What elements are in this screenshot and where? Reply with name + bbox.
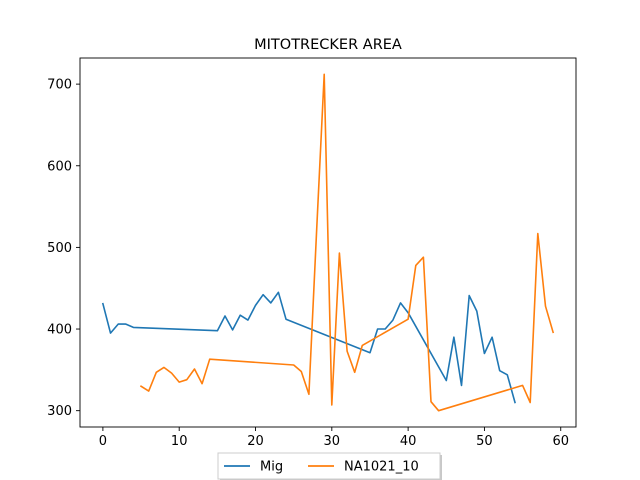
x-tick-label: 60 xyxy=(552,434,569,449)
axes-frame xyxy=(79,57,577,428)
y-tick-label: 700 xyxy=(47,78,72,93)
x-tick-label: 40 xyxy=(400,434,417,449)
x-tick-label: 20 xyxy=(247,434,264,449)
y-tick-label: 300 xyxy=(47,404,72,419)
y-tick-label: 500 xyxy=(47,241,72,256)
plot-area xyxy=(101,73,555,412)
legend-label-0: Mig xyxy=(260,460,283,475)
series-line-0 xyxy=(101,291,516,404)
y-tick-label: 400 xyxy=(47,323,72,338)
x-tick-label: 10 xyxy=(171,434,188,449)
x-tick-label: 30 xyxy=(324,434,341,449)
legend-label-1: NA1021_10 xyxy=(344,460,419,475)
legend-box xyxy=(217,452,441,480)
x-tick-label: 50 xyxy=(476,434,493,449)
series-line-1 xyxy=(139,73,555,412)
legend: Mig NA1021_10 xyxy=(217,452,442,480)
axes: 0 10 20 30 40 50 60 300 400 500 600 700 xyxy=(47,57,577,449)
x-tick-label: 0 xyxy=(99,434,107,449)
y-tick-label: 600 xyxy=(47,159,72,174)
chart-title: MITOTRECKER AREA xyxy=(254,37,402,53)
